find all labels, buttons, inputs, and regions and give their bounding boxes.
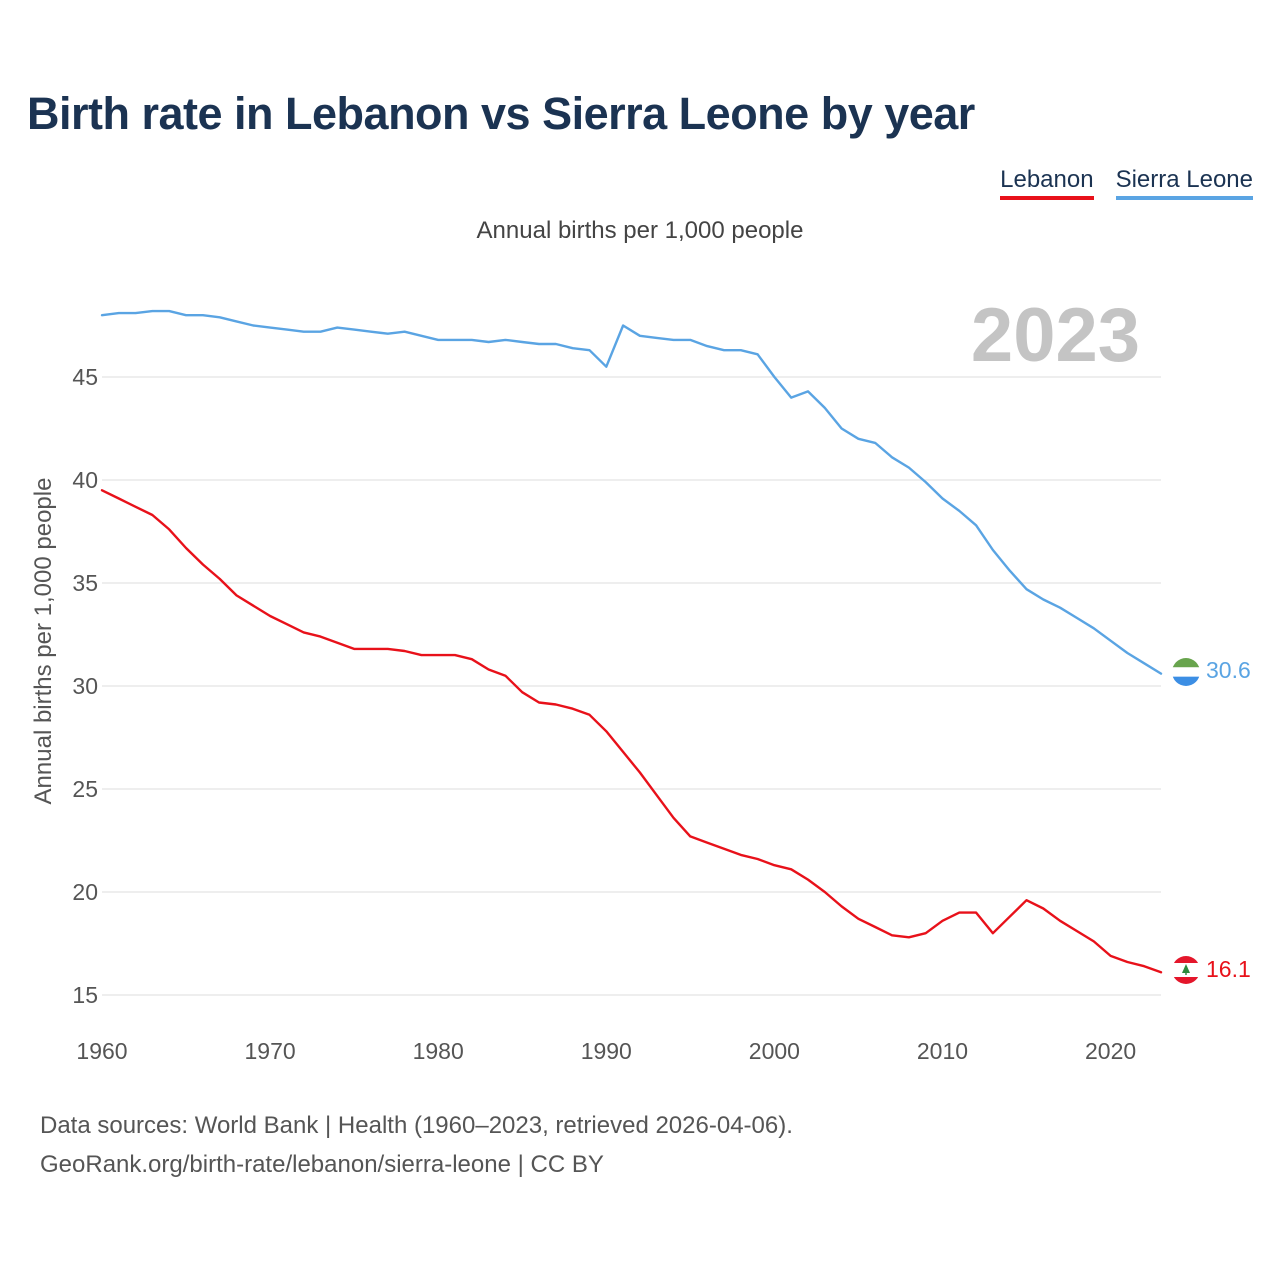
flag-sierra-leone-icon	[1172, 658, 1200, 686]
chart-title: Birth rate in Lebanon vs Sierra Leone by…	[27, 88, 975, 139]
x-tick-2020: 2020	[1085, 1038, 1136, 1064]
source-link[interactable]: GeoRank.org/birth-rate/lebanon/sierra-le…	[40, 1151, 604, 1178]
footer: Data sources: World Bank | Health (1960–…	[40, 1106, 793, 1184]
y-tick-40: 40	[72, 467, 98, 493]
end-label-lebanon: 16.1	[1206, 956, 1251, 982]
x-tick-1990: 1990	[581, 1038, 632, 1064]
series-lines	[100, 309, 1163, 974]
y-tick-30: 30	[72, 673, 98, 699]
x-tick-2000: 2000	[749, 1038, 800, 1064]
x-tick-1970: 1970	[245, 1038, 296, 1064]
legend-item-lebanon[interactable]: Lebanon	[1000, 166, 1094, 200]
x-axis-ticks: 1960 1970 1980 1990 2000 2010 2020	[76, 1038, 1136, 1064]
year-watermark: 2023	[971, 293, 1140, 378]
y-axis-label: Annual births per 1,000 people	[30, 478, 57, 805]
legend-item-sierra-leone[interactable]: Sierra Leone	[1115, 166, 1253, 200]
y-tick-15: 15	[72, 982, 98, 1008]
y-tick-25: 25	[72, 776, 98, 802]
series-line-lebanon	[100, 489, 1163, 974]
x-tick-2010: 2010	[917, 1038, 968, 1064]
y-tick-45: 45	[72, 364, 98, 390]
end-label-sierra-leone: 30.6	[1206, 657, 1251, 683]
flag-lebanon-icon	[1172, 956, 1200, 984]
y-tick-20: 20	[72, 879, 98, 905]
y-axis-ticks: 15 20 25 30 35 40 45	[72, 364, 98, 1008]
x-tick-1980: 1980	[413, 1038, 464, 1064]
series-line-sierra-leone	[100, 309, 1163, 675]
y-tick-35: 35	[72, 570, 98, 596]
grid-lines	[102, 376, 1161, 996]
x-tick-1960: 1960	[76, 1038, 127, 1064]
source-note: Data sources: World Bank | Health (1960–…	[40, 1112, 793, 1139]
chart-subtitle: Annual births per 1,000 people	[476, 217, 804, 244]
legend: Lebanon Sierra Leone	[1000, 166, 1253, 200]
